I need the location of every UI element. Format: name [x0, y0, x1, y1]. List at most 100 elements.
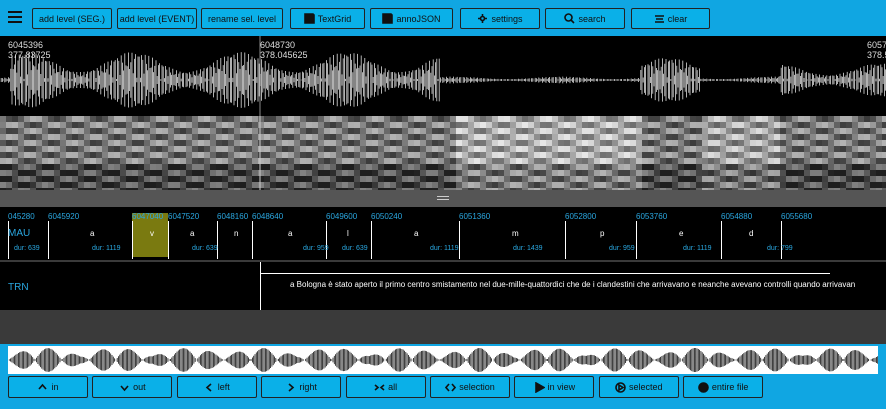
toolbar-button[interactable]: add level (EVENT)	[117, 8, 197, 29]
duration-label: dur: 959	[609, 245, 635, 252]
tier-name: MAU	[8, 228, 30, 239]
icon	[564, 13, 575, 24]
toolbar-button[interactable]: search	[545, 8, 625, 29]
splitter[interactable]	[0, 190, 886, 207]
boundary-label: 6048640	[252, 212, 283, 221]
button-label: left	[218, 382, 230, 392]
boundary-label: 6053760	[636, 212, 667, 221]
boundary-line	[8, 221, 9, 259]
segment-label[interactable]: e	[679, 229, 683, 238]
icon	[477, 13, 488, 24]
icon	[534, 382, 545, 393]
spectrogram	[0, 116, 886, 190]
nav-button[interactable]: in	[8, 376, 88, 398]
segment-label[interactable]: p	[600, 229, 604, 238]
button-label: in view	[548, 382, 576, 392]
button-label: add level (EVENT)	[120, 14, 195, 24]
nav-button[interactable]: selection	[430, 376, 510, 398]
nav-button[interactable]: out	[92, 376, 172, 398]
boundary-label: 6049600	[326, 212, 357, 221]
boundary-label: 6047040	[132, 212, 163, 221]
toolbar-button[interactable]: TextGrid	[290, 8, 365, 29]
app: add level (SEG.) add level (EVENT) rename …	[0, 0, 886, 409]
button-label: clear	[668, 14, 688, 24]
icon	[654, 13, 665, 24]
nav-bar: inout left right all selection in view selecte…	[0, 376, 886, 409]
segment-label[interactable]: v	[150, 229, 154, 238]
segment-label[interactable]: n	[234, 229, 238, 238]
segment-label[interactable]: d	[749, 229, 753, 238]
boundary-line	[459, 221, 460, 259]
boundary-label: 6054880	[721, 212, 752, 221]
segment-label[interactable]: a	[90, 229, 94, 238]
toolbar-button[interactable]: annoJSON	[370, 8, 453, 29]
segment-label[interactable]: a	[190, 229, 194, 238]
boundary-line	[371, 221, 372, 259]
segment-label[interactable]: a	[414, 229, 418, 238]
menu-icon[interactable]	[8, 11, 22, 23]
icon	[615, 382, 626, 393]
boundary-line	[565, 221, 566, 259]
nav-button[interactable]: right	[261, 376, 341, 398]
button-label: all	[388, 382, 397, 392]
button-label: add level (SEG.)	[39, 14, 105, 24]
boundary-line	[252, 221, 253, 259]
nav-button[interactable]: all	[346, 376, 426, 398]
time-label: 6057	[867, 40, 886, 50]
boundary-label: 6045920	[48, 212, 79, 221]
time-label: 378.045625	[260, 50, 308, 60]
nav-button[interactable]: selected	[599, 376, 679, 398]
icon	[445, 382, 456, 393]
boundary-label: 045280	[8, 212, 35, 221]
icon	[285, 382, 296, 393]
boundary-line	[48, 221, 49, 259]
splitter-handle	[437, 196, 449, 200]
toolbar: add level (SEG.) add level (EVENT) rename …	[0, 0, 886, 36]
button-label: TextGrid	[318, 14, 352, 24]
button-label: selected	[629, 382, 663, 392]
time-label: 377.83725	[8, 50, 51, 60]
toolbar-button[interactable]: clear	[631, 8, 710, 29]
boundary-label: 6052800	[565, 212, 596, 221]
duration-label: dur: 959	[303, 245, 329, 252]
duration-label: dur: 639	[342, 245, 368, 252]
segment-label[interactable]: m	[512, 229, 519, 238]
button-label: right	[299, 382, 317, 392]
toolbar-button[interactable]: rename sel. level	[201, 8, 283, 29]
toolbar-button[interactable]: add level (SEG.)	[32, 8, 112, 29]
icon	[119, 382, 130, 393]
duration-label: dur: 1119	[683, 245, 712, 252]
nav-button[interactable]: entire file	[683, 376, 763, 398]
duration-label: dur: 1119	[92, 245, 121, 252]
button-label: selection	[459, 382, 495, 392]
icon	[698, 382, 709, 393]
icon	[374, 382, 385, 393]
button-label: annoJSON	[396, 14, 440, 24]
boundary-line	[260, 262, 261, 310]
icon	[382, 13, 393, 24]
boundary-line	[636, 221, 637, 259]
waveform	[0, 36, 886, 116]
nav-button[interactable]: in view	[514, 376, 594, 398]
boundary-line	[217, 221, 218, 259]
boundary-label: 6055680	[781, 212, 812, 221]
duration-label: dur: 639	[192, 245, 218, 252]
nav-button[interactable]: left	[177, 376, 257, 398]
time-label: 6048730	[260, 40, 295, 50]
time-label: 6045396	[8, 40, 43, 50]
segment-label[interactable]: a	[288, 229, 292, 238]
segment-label[interactable]: l	[347, 229, 349, 238]
spectrogram-image	[0, 116, 886, 190]
tier-line	[260, 273, 830, 274]
boundary-label: 6050240	[371, 212, 402, 221]
button-label: entire file	[712, 382, 749, 392]
transcript[interactable]: a Bologna è stato aperto il primo centro…	[290, 280, 886, 289]
button-label: rename sel. level	[208, 14, 276, 24]
duration-label: dur: 799	[767, 245, 793, 252]
toolbar-button[interactable]: settings	[460, 8, 540, 29]
boundary-line	[132, 221, 133, 259]
duration-label: dur: 1439	[513, 245, 543, 252]
